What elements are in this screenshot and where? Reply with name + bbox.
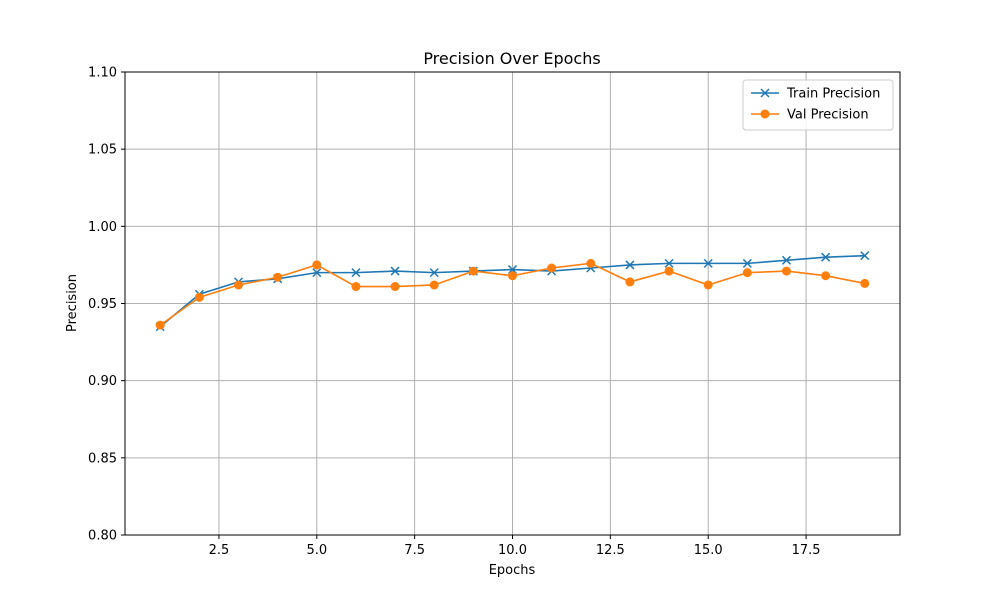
x-tick-label: 5.0 (306, 543, 327, 558)
data-point (860, 251, 870, 261)
data-point (155, 320, 165, 330)
data-point (586, 258, 596, 268)
y-tick-label: 0.85 (88, 451, 117, 466)
data-point (390, 266, 400, 276)
data-point (194, 292, 204, 302)
data-point (664, 266, 674, 276)
data-point (742, 268, 752, 278)
series-layer (155, 251, 870, 332)
data-point (664, 258, 674, 268)
x-axis-label: Epochs (489, 563, 536, 578)
data-point (781, 255, 792, 265)
y-tick-label: 1.05 (88, 143, 117, 158)
y-tick-label: 1.00 (88, 220, 117, 235)
x-tick-label: 2.5 (209, 543, 230, 558)
data-point (821, 271, 831, 281)
legend-marker (760, 88, 770, 98)
data-point (781, 266, 791, 276)
data-point (429, 268, 439, 278)
data-point (312, 268, 322, 278)
data-point (468, 266, 478, 276)
data-point (273, 272, 283, 282)
data-point (351, 268, 361, 278)
data-point (547, 263, 557, 273)
x-tick-label: 17.5 (792, 543, 821, 558)
data-point (351, 282, 361, 292)
data-point (429, 280, 439, 290)
data-point (312, 260, 322, 270)
y-tick-label: 1.10 (88, 66, 117, 81)
y-tick-label: 0.90 (88, 374, 117, 389)
legend: Train Precision Val Precision (742, 79, 894, 131)
data-point (625, 260, 635, 270)
x-tick-label: 7.5 (404, 543, 425, 558)
x-tick-label: 15.0 (694, 543, 723, 558)
legend-entry: Val Precision (751, 108, 869, 123)
data-point (390, 282, 400, 292)
legend-marker (760, 109, 770, 119)
data-point (625, 277, 635, 287)
grid (125, 71, 900, 536)
data-point (508, 271, 517, 281)
axis-ticks: 2.5 5.0 7.5 10.0 12.5 15.0 17.5 0.80 0.85 0.90 0.9… (88, 66, 820, 559)
y-tick-label: 0.95 (88, 297, 117, 312)
chart-title: Precision Over Epochs (423, 49, 600, 68)
legend-entry: Train Precision (751, 87, 880, 102)
y-axis-label: Precision (65, 274, 80, 332)
data-point (234, 280, 244, 290)
x-tick-label: 12.5 (596, 543, 625, 558)
data-point (742, 258, 752, 268)
data-point (703, 258, 713, 268)
data-point (703, 280, 713, 290)
data-point (860, 278, 870, 288)
x-tick-label: 10.0 (498, 543, 527, 558)
data-point (821, 252, 831, 262)
legend-box (742, 79, 894, 131)
legend-label: Train Precision (786, 87, 880, 102)
y-tick-label: 0.80 (88, 529, 117, 544)
legend-label: Val Precision (787, 108, 869, 123)
